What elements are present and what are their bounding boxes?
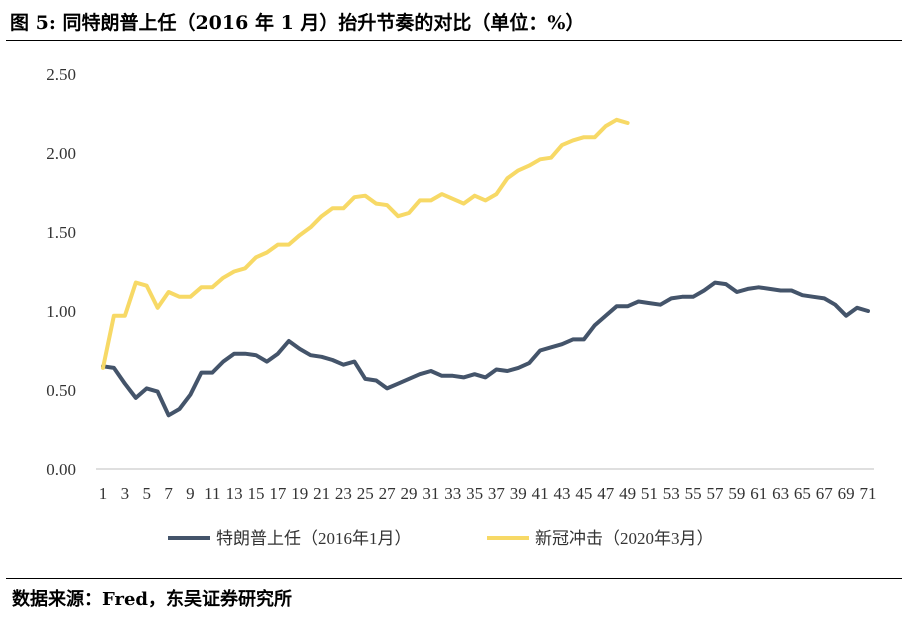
x-tick-label-13: 27: [379, 484, 397, 503]
x-tick-label-17: 35: [466, 484, 483, 503]
x-tick-label-20: 41: [532, 484, 549, 503]
x-tick-label-0: 1: [99, 484, 108, 503]
x-tick-label-15: 31: [422, 484, 439, 503]
y-tick-label-2: 1.00: [46, 302, 76, 321]
x-tick-label-18: 37: [488, 484, 506, 503]
x-tick-label-35: 71: [860, 484, 877, 503]
x-tick-label-27: 55: [685, 484, 702, 503]
source-rule: [6, 578, 902, 579]
x-tick-label-3: 7: [164, 484, 173, 503]
x-tick-label-19: 39: [510, 484, 527, 503]
x-tick-label-5: 11: [204, 484, 220, 503]
x-tick-label-29: 59: [728, 484, 745, 503]
y-tick-label-4: 2.00: [46, 144, 76, 163]
x-tick-label-6: 13: [226, 484, 243, 503]
source-note: 数据来源：Fred，东吴证券研究所: [12, 589, 292, 610]
y-tick-label-1: 0.50: [46, 381, 76, 400]
x-tick-label-28: 57: [707, 484, 725, 503]
x-axis: 1 3 5 7 9 11 13 15 17 19 21 23 25 27 29 31 33 35 37 39 41 43 4…: [96, 468, 877, 503]
x-tick-label-2: 5: [142, 484, 151, 503]
x-tick-label-30: 61: [750, 484, 767, 503]
x-tick-label-34: 69: [838, 484, 855, 503]
series-line-0: [101, 280, 870, 418]
legend-label-0: 特朗普上任（2016年1月）: [216, 529, 412, 548]
x-tick-label-16: 33: [444, 484, 461, 503]
x-tick-label-14: 29: [401, 484, 418, 503]
y-tick-label-0: 0.00: [46, 460, 76, 479]
x-tick-label-33: 67: [816, 484, 834, 503]
x-tick-label-8: 17: [269, 484, 287, 503]
y-tick-label-5: 2.50: [46, 65, 76, 84]
x-tick-label-7: 15: [248, 484, 265, 503]
x-tick-label-31: 63: [772, 484, 789, 503]
legend: 特朗普上任（2016年1月） 新冠冲击（2020年3月）: [168, 529, 714, 548]
x-tick-label-12: 25: [357, 484, 374, 503]
series-line-1: [101, 117, 630, 370]
x-tick-label-32: 65: [794, 484, 811, 503]
x-tick-label-22: 45: [575, 484, 592, 503]
x-tick-label-1: 3: [121, 484, 130, 503]
x-tick-label-23: 47: [597, 484, 615, 503]
legend-label-1: 新冠冲击（2020年3月）: [535, 529, 714, 548]
x-tick-label-24: 49: [619, 484, 636, 503]
series-lines: [101, 117, 870, 418]
y-tick-label-3: 1.50: [46, 223, 76, 242]
x-tick-label-26: 53: [663, 484, 680, 503]
x-tick-label-11: 23: [335, 484, 352, 503]
title-rule: [6, 40, 902, 41]
x-tick-label-25: 51: [641, 484, 658, 503]
figure-title: 图 5: 同特朗普上任（2016 年 1 月）抬升节奏的对比（单位：%）: [10, 12, 585, 34]
x-tick-label-4: 9: [186, 484, 195, 503]
line-chart: 0.000.501.001.502.002.50 1 3 5 7 9 11 13 15 17 19…: [46, 65, 877, 548]
x-tick-label-10: 21: [313, 484, 330, 503]
x-tick-label-21: 43: [554, 484, 571, 503]
y-axis: 0.00 0.50 1.00 1.50 2.00 2.50: [46, 65, 76, 479]
x-tick-label-9: 19: [291, 484, 308, 503]
